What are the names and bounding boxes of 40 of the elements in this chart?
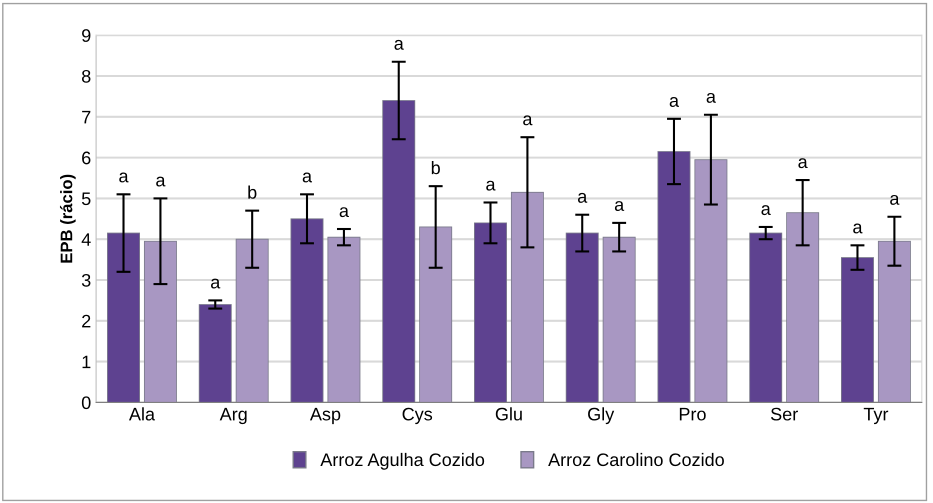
annotation: a (670, 97, 679, 107)
annotation: a (156, 176, 166, 187)
x-tick-label: Asp (310, 408, 340, 424)
y-tick-label: 6 (82, 152, 90, 164)
annotation: b (248, 185, 256, 199)
annotation: a (211, 278, 220, 288)
annotation: a (523, 115, 532, 126)
annotation: a (486, 180, 496, 191)
y-tick-label: 7 (82, 110, 90, 124)
x-tick-label: Ser (770, 408, 798, 421)
annotation: a (302, 172, 312, 182)
legend-label: Arroz Carolino Cozido (548, 452, 724, 466)
y-tick-label: 2 (82, 314, 90, 328)
annotation: a (890, 194, 900, 205)
annotation: a (761, 205, 771, 216)
x-tick-label: Pro (680, 408, 706, 421)
annotation: a (340, 207, 349, 218)
y-tick-label: 4 (82, 233, 91, 246)
x-tick-label: Gly (588, 407, 614, 424)
annotation: a (578, 192, 588, 203)
y-tick-label: 0 (82, 396, 91, 410)
y-tick-label: 8 (82, 70, 90, 83)
y-tick-label: 3 (82, 274, 90, 287)
y-axis-title: EPB (rácio) (60, 174, 76, 263)
annotation: a (706, 92, 716, 103)
annotation: b (432, 161, 440, 174)
y-tick-label: 5 (82, 192, 90, 206)
legend-label: Arroz Agulha Cozido (320, 452, 484, 470)
x-tick-label: Tyr (864, 408, 888, 424)
annotation: a (119, 172, 129, 182)
annotation: a (853, 224, 862, 234)
x-tick-label: Glu (496, 407, 522, 421)
x-tick-label: Cys (402, 408, 432, 424)
annotation: a (394, 40, 404, 50)
y-tick-label: 1 (82, 356, 90, 368)
annotation: a (798, 158, 808, 168)
x-tick-label: Arg (220, 408, 247, 424)
y-tick-label: 9 (82, 29, 90, 42)
x-tick-label: Ala (128, 407, 156, 421)
annotation: a (614, 201, 624, 211)
